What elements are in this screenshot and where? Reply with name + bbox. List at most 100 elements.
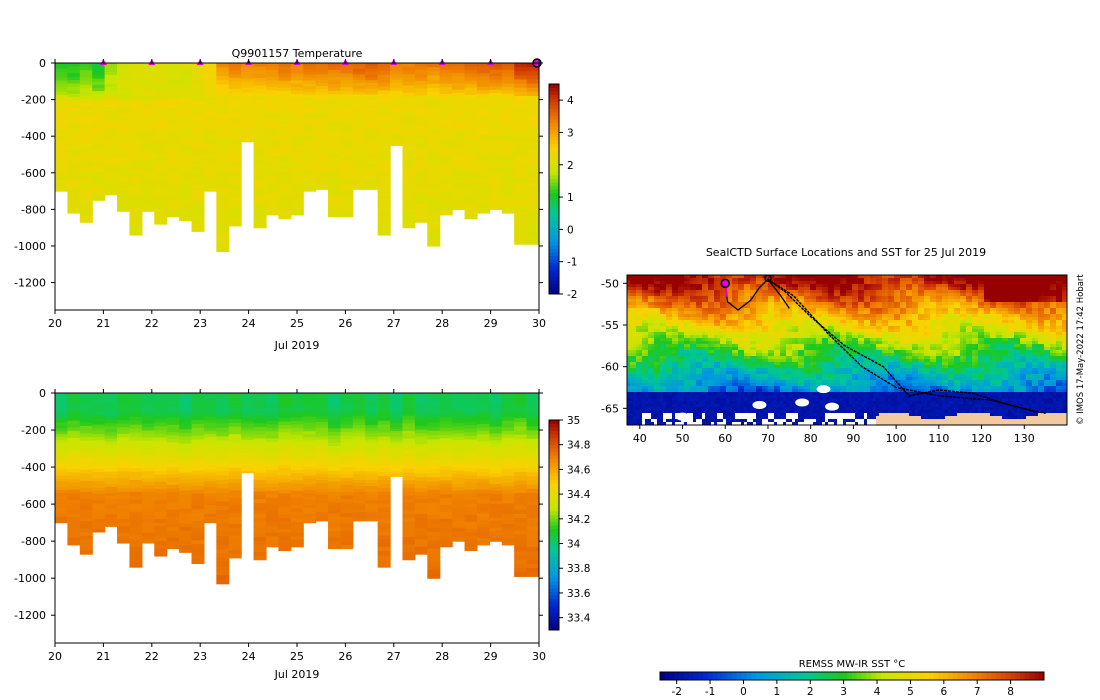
section-cell (141, 93, 155, 98)
section-cell (427, 460, 441, 466)
section-cell (352, 140, 366, 144)
section-cell (526, 198, 539, 204)
section-cell (328, 541, 342, 546)
section-cell (92, 500, 106, 505)
sst-cell (633, 356, 637, 360)
section-cell (365, 123, 379, 127)
sst-cell (696, 311, 700, 315)
sst-cell (690, 365, 694, 369)
section-cell (253, 506, 267, 512)
sst-cell (672, 410, 676, 414)
section-cell (402, 111, 416, 116)
sst-cell (654, 323, 658, 327)
sst-cell (627, 326, 631, 330)
section-cell (340, 453, 354, 458)
section-cell (92, 184, 106, 189)
section-cell (439, 180, 453, 185)
section-cell (253, 115, 267, 120)
section-cell (489, 63, 503, 67)
section-cell (328, 181, 342, 186)
section-cell (501, 482, 515, 487)
section-cell (141, 174, 155, 179)
section-cell (216, 492, 230, 498)
section-cell (67, 134, 81, 139)
section-cell (278, 169, 292, 174)
section-cell (265, 459, 279, 464)
section-cell (79, 175, 93, 180)
sst-cell (672, 380, 676, 384)
sst-cell (681, 365, 685, 369)
colorbar-segment (549, 213, 559, 218)
section-cell (402, 533, 416, 538)
section-cell (203, 463, 217, 468)
section-cell (489, 534, 503, 539)
sst-cell (696, 284, 700, 288)
section-cell (179, 102, 193, 107)
sst-cell (666, 323, 670, 327)
section-cell (179, 155, 193, 161)
section-cell (452, 79, 466, 84)
section-cell (439, 515, 453, 520)
sst-cell (651, 293, 655, 297)
section-cell (464, 158, 478, 163)
section-cell (104, 149, 118, 154)
sst-cell (702, 326, 706, 330)
sst-cell (657, 338, 661, 342)
sst-cell (627, 383, 631, 387)
section-cell (92, 396, 106, 400)
section-cell (464, 87, 478, 92)
sst-cell (657, 410, 661, 414)
sst-cell (660, 380, 664, 384)
sst-cell (693, 308, 697, 312)
section-cell (340, 414, 354, 419)
section-cell (377, 125, 391, 131)
sst-cell (654, 332, 658, 336)
sst-cell (681, 311, 685, 315)
sst-cell (681, 350, 685, 354)
sst-cell (669, 404, 673, 408)
section-cell (439, 466, 453, 471)
section-cell (315, 88, 329, 93)
sst-cell (654, 392, 658, 396)
section-cell (203, 65, 217, 70)
sst-cell (696, 293, 700, 297)
sst-cell (684, 389, 688, 393)
section-cell (328, 87, 342, 92)
sst-cell (669, 293, 673, 297)
section-cell (228, 218, 242, 223)
sst-cell (666, 350, 670, 354)
sst-cell (651, 314, 655, 318)
section-cell (179, 198, 193, 204)
section-cell (390, 434, 404, 438)
section-cell (377, 231, 391, 236)
x-tick-label: 21 (96, 317, 110, 330)
section-cell (228, 133, 242, 138)
sst-cell (681, 359, 685, 363)
sst-cell (666, 401, 670, 405)
section-cell (514, 551, 528, 557)
section-cell (377, 543, 391, 548)
section-cell (390, 109, 404, 113)
section-cell (414, 458, 428, 464)
sst-cell (645, 353, 649, 357)
section-cell (117, 126, 131, 131)
section-cell (489, 129, 503, 134)
section-cell (402, 449, 416, 455)
x-tick-label: 25 (290, 650, 304, 663)
sst-cell (675, 305, 679, 309)
section-cell (55, 516, 69, 521)
section-cell (55, 74, 69, 79)
section-cell (501, 462, 515, 467)
sst-cell (645, 383, 649, 387)
sst-cell (627, 422, 631, 425)
section-cell (129, 125, 143, 131)
section-cell (452, 106, 466, 111)
section-cell (265, 462, 279, 467)
sst-cell (651, 368, 655, 372)
section-cell (414, 167, 428, 173)
section-cell (514, 240, 528, 245)
section-cell (216, 97, 230, 103)
section-cell (203, 407, 217, 412)
sst-cell (684, 275, 688, 279)
section-cell (191, 196, 205, 202)
